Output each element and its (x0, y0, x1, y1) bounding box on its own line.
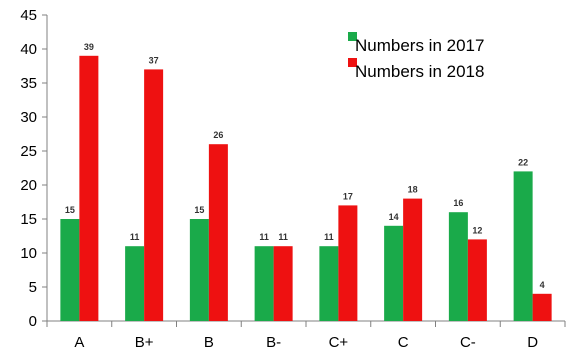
data-label: 15 (194, 205, 204, 215)
y-tick-label: 25 (20, 143, 37, 160)
y-tick-label: 10 (20, 245, 37, 262)
y-tick-label: 35 (20, 75, 37, 92)
y-tick-label: 30 (20, 109, 37, 126)
y-tick-label: 0 (29, 313, 37, 330)
x-tick-label: B- (266, 334, 281, 351)
data-label: 16 (453, 198, 463, 208)
data-label: 11 (324, 232, 334, 242)
data-label: 11 (130, 232, 140, 242)
data-label: 26 (213, 130, 223, 140)
bar-2018 (467, 239, 487, 321)
legend-label: Numbers in 2017 (355, 36, 484, 55)
bar-2018 (79, 55, 99, 322)
data-label: 18 (408, 185, 418, 195)
x-axis: A B+ B B- C+ C C- D (46, 320, 566, 351)
legend: Numbers in 2017 Numbers in 2018 (348, 32, 484, 81)
bar-2018 (403, 198, 423, 321)
legend-swatch (348, 32, 357, 41)
bar-2018 (273, 246, 293, 321)
bar-2018 (208, 144, 228, 321)
y-tick-label: 45 (20, 7, 37, 24)
bars (60, 55, 552, 322)
data-label: 37 (149, 55, 159, 65)
y-tick-label: 40 (20, 41, 37, 58)
bar-2018 (338, 205, 358, 321)
x-tick-label: C- (460, 334, 476, 351)
data-label: 22 (518, 157, 528, 167)
x-tick-label: C (398, 334, 409, 351)
bar-2017 (448, 212, 468, 321)
data-label: 12 (472, 225, 482, 235)
bar-2017 (125, 246, 145, 321)
bar-2017 (319, 246, 339, 321)
x-tick-label: D (527, 334, 538, 351)
bar-2017 (60, 219, 80, 321)
data-label: 15 (65, 205, 75, 215)
y-tick-label: 5 (29, 279, 37, 296)
data-label: 14 (389, 212, 399, 222)
y-tick-label: 15 (20, 211, 37, 228)
x-tick-label: B (204, 334, 214, 351)
data-labels: 15 11 15 11 11 14 16 22 39 37 26 11 17 18 12 4 (65, 42, 545, 290)
data-label: 39 (84, 42, 94, 52)
x-tick-label: B+ (135, 334, 154, 351)
bar-2017 (513, 171, 533, 321)
data-label: 11 (259, 232, 269, 242)
legend-label: Numbers in 2018 (355, 62, 484, 81)
y-tick-label: 20 (20, 177, 37, 194)
legend-swatch (348, 58, 357, 67)
bar-2018 (532, 293, 552, 321)
y-axis: 0 5 10 15 20 25 30 35 40 45 (20, 7, 48, 330)
bar-2017 (384, 225, 404, 321)
bar-2017 (254, 246, 274, 321)
bar-2017 (189, 219, 209, 321)
bar-2018 (144, 69, 164, 322)
x-tick-label: A (74, 334, 84, 351)
data-label: 17 (343, 191, 353, 201)
x-tick-label: C+ (329, 334, 349, 351)
data-label: 4 (540, 280, 545, 290)
data-label: 11 (278, 232, 288, 242)
